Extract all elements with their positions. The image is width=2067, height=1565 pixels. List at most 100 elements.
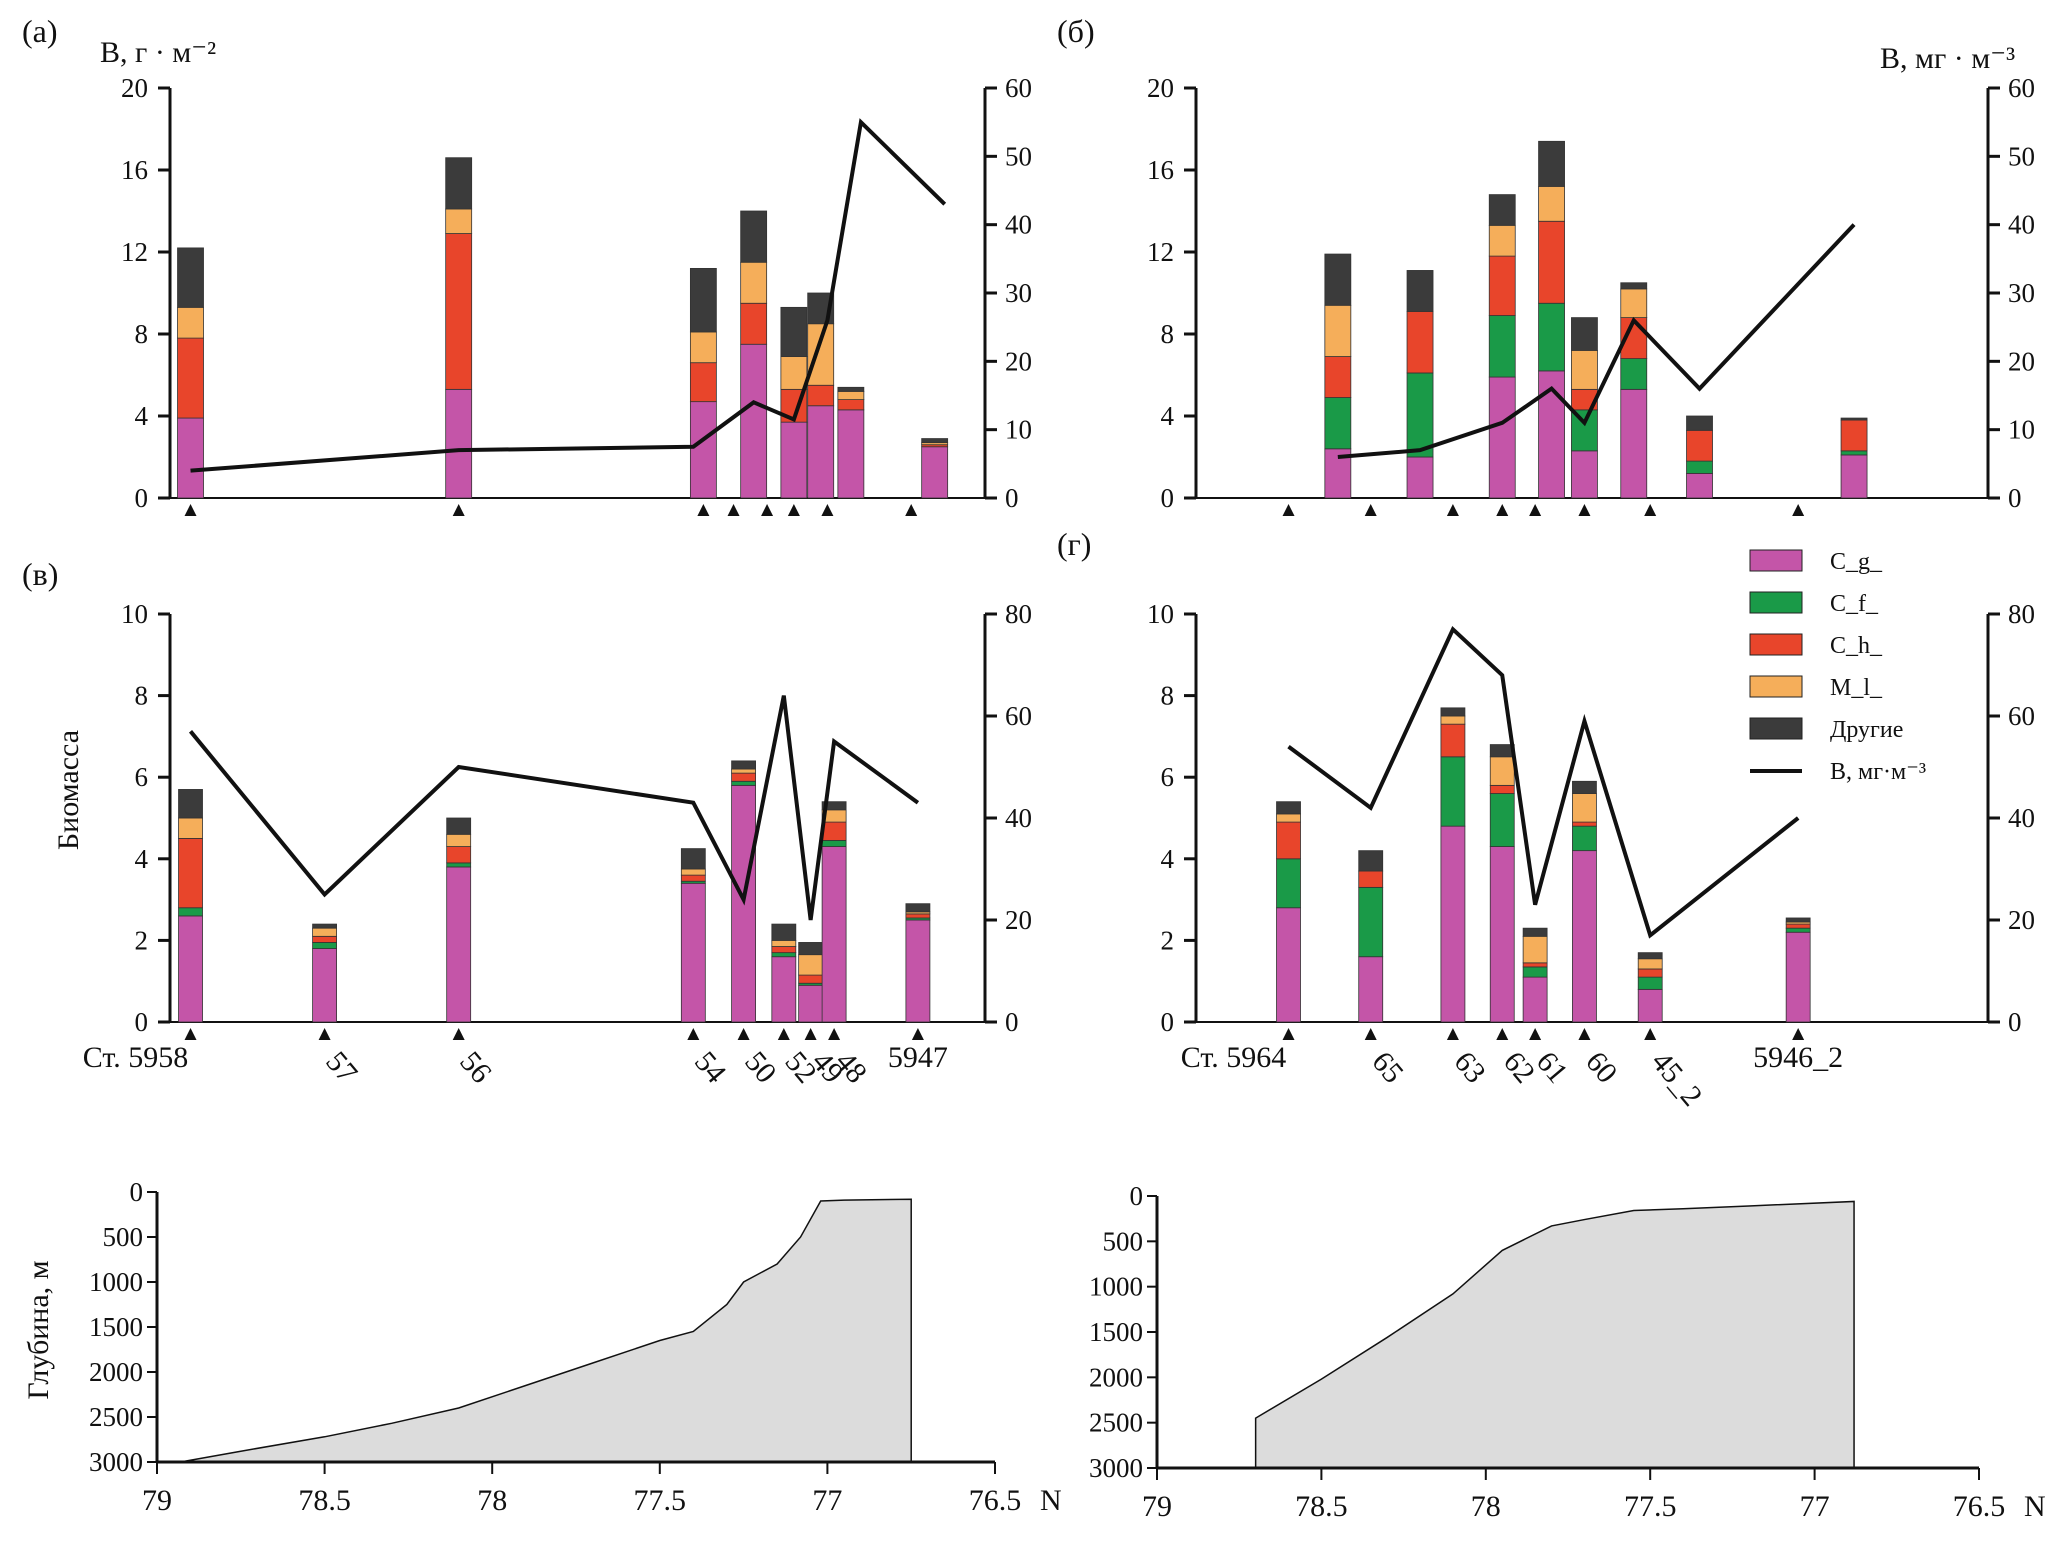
lat-tick-label-g: 77 — [1800, 1490, 1830, 1523]
bar-segment-v — [178, 789, 203, 819]
depth-tick-label-v: 1000 — [89, 1267, 143, 1297]
bar-segment-g — [1637, 988, 1663, 1023]
ylabel-a: B, г · м⁻² — [100, 36, 216, 69]
bar-segment-b — [1324, 304, 1352, 357]
depth-tick-label-g: 0 — [1130, 1181, 1144, 1211]
lat-tick-label-g: 78 — [1471, 1490, 1501, 1523]
depth-tick-label-g: 1000 — [1089, 1272, 1143, 1302]
bar-segment-a — [780, 356, 808, 390]
ytick-label-g: 4 — [1161, 844, 1175, 874]
bar-segment-a — [445, 388, 473, 499]
bar-segment-v — [905, 919, 931, 1023]
station-marker-v — [911, 1028, 924, 1040]
bar-segment-a — [780, 421, 808, 499]
bar-segment-a — [837, 399, 865, 411]
station-label-v: 54 — [688, 1045, 733, 1089]
bar-segment-a — [177, 417, 204, 499]
station-label-g: 65 — [1365, 1045, 1410, 1089]
bar-segment-g — [1637, 968, 1663, 978]
y2tick-label-a: 20 — [1005, 346, 1032, 376]
bar-segment-v — [178, 907, 203, 917]
ytick-label-g: 6 — [1161, 762, 1175, 792]
bar-segment-g — [1785, 917, 1811, 923]
y2tick-label-v: 20 — [1005, 905, 1032, 935]
bar-segment-v — [312, 927, 338, 937]
y2tick-label-b: 60 — [2008, 73, 2035, 103]
station-marker-g — [1496, 1028, 1509, 1040]
depth-tick-label-g: 3000 — [1089, 1453, 1143, 1483]
ytick-label-b: 4 — [1161, 401, 1175, 431]
bar-segment-g — [1572, 780, 1597, 794]
bar-segment-a — [807, 384, 835, 407]
bar-segment-a — [837, 409, 865, 499]
bar-segment-v — [446, 833, 472, 847]
bar-segment-g — [1276, 821, 1301, 860]
legend-swatch-ch — [1749, 633, 1803, 656]
bar-segment-v — [771, 952, 797, 958]
bar-segment-v — [446, 862, 472, 868]
bar-segment-v — [905, 913, 931, 919]
y2tick-label-b: 0 — [2008, 483, 2022, 513]
bar-segment-b — [1571, 349, 1598, 390]
biomass-line-a — [190, 118, 947, 473]
lat-tick-label-v: 78 — [477, 1484, 507, 1517]
bar-segment-a — [740, 343, 768, 499]
depth-tick-label-v: 3000 — [89, 1447, 143, 1477]
bar-segment-v — [771, 946, 797, 954]
bar-segment-a — [740, 261, 768, 304]
y2label-b: B, мг · м⁻³ — [1880, 42, 2015, 75]
bar-segment-a — [807, 405, 835, 499]
station-marker-v — [184, 1028, 197, 1040]
depth-tick-label-v: 0 — [130, 1177, 144, 1207]
legend-swatch-other — [1749, 717, 1803, 740]
y2tick-label-b: 40 — [2008, 210, 2035, 240]
ytick-label-g: 0 — [1161, 1007, 1175, 1037]
bar-segment-g — [1572, 825, 1597, 852]
bar-segment-g — [1489, 756, 1515, 786]
bar-segment-g — [1572, 821, 1597, 827]
bar-segment-b — [1406, 270, 1434, 312]
ytick-label-a: 12 — [121, 237, 148, 267]
bar-segment-g — [1276, 813, 1301, 823]
depth-profile-v — [180, 1198, 912, 1463]
lat-tick-label-g: 77.5 — [1624, 1490, 1677, 1523]
y2tick-label-v: 80 — [1005, 599, 1032, 629]
bar-segment-v — [680, 882, 706, 1023]
y2tick-label-g: 0 — [2008, 1007, 2022, 1037]
station-label-v: 50 — [738, 1045, 783, 1089]
bar-segment-v — [731, 780, 756, 786]
bar-segment-a — [740, 302, 768, 345]
bar-segment-b — [1488, 224, 1516, 257]
ytick-label-g: 10 — [1147, 599, 1174, 629]
biomass-line-v — [188, 695, 920, 921]
bar-segment-b — [1324, 253, 1352, 306]
ytick-label-v: 4 — [135, 844, 149, 874]
bar-segment-g — [1637, 952, 1663, 960]
bar-segment-g — [1572, 850, 1597, 1023]
station-marker-g — [1282, 1028, 1295, 1040]
station-label-g: 45_2 — [1645, 1045, 1709, 1112]
bar-segment-g — [1358, 870, 1384, 888]
bar-segment-b — [1488, 194, 1516, 226]
station-marker-a — [697, 504, 710, 516]
bar-segment-v — [771, 940, 797, 947]
bar-segment-a — [740, 210, 768, 263]
bar-segment-v — [798, 954, 824, 976]
lat-tick-label-v: 77 — [812, 1484, 842, 1517]
ytick-label-b: 16 — [1147, 155, 1174, 185]
station-marker-b — [1644, 504, 1657, 516]
y2tick-label-a: 60 — [1005, 73, 1032, 103]
bar-segment-a — [837, 386, 865, 392]
bar-segment-g — [1637, 958, 1663, 970]
station-marker-a — [787, 504, 800, 516]
ytick-label-a: 16 — [121, 155, 148, 185]
station-marker-g — [1446, 1028, 1459, 1040]
bar-segment-b — [1406, 372, 1434, 458]
bar-segment-b — [1538, 185, 1565, 222]
bar-segment-b — [1620, 282, 1648, 290]
bar-segment-v — [178, 915, 203, 1023]
y2tick-label-a: 30 — [1005, 278, 1032, 308]
bar-segment-a — [837, 390, 865, 400]
station-label-g: 5946_2 — [1753, 1041, 1843, 1074]
